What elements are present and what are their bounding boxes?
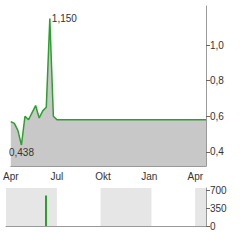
svg-text:0,8: 0,8 <box>210 75 224 86</box>
svg-text:350: 350 <box>210 203 227 214</box>
svg-text:700: 700 <box>210 185 227 196</box>
svg-text:0,438: 0,438 <box>9 147 34 158</box>
svg-text:Apr: Apr <box>3 171 19 182</box>
svg-text:0: 0 <box>210 221 216 232</box>
svg-text:1,0: 1,0 <box>210 40 224 51</box>
svg-text:Jul: Jul <box>51 171 64 182</box>
svg-text:Jan: Jan <box>141 171 157 182</box>
svg-text:0,6: 0,6 <box>210 111 224 122</box>
svg-text:Apr: Apr <box>188 171 204 182</box>
svg-text:Okt: Okt <box>95 171 111 182</box>
svg-text:0,4: 0,4 <box>210 146 224 157</box>
svg-text:1,150: 1,150 <box>52 13 77 24</box>
